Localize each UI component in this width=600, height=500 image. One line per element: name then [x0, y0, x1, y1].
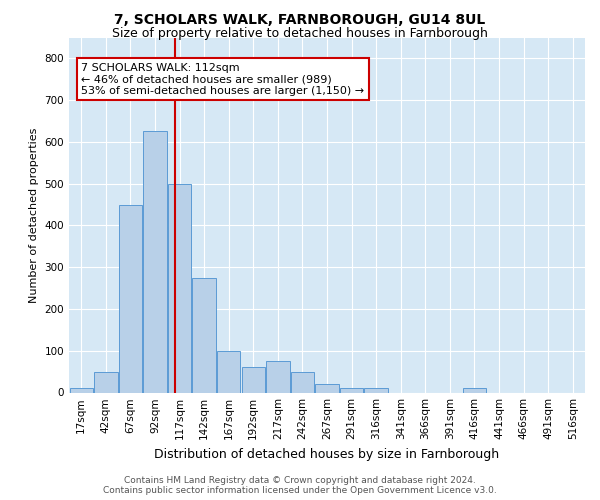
Text: Contains HM Land Registry data © Crown copyright and database right 2024.
Contai: Contains HM Land Registry data © Crown c…	[103, 476, 497, 495]
Bar	[340, 388, 363, 392]
Bar	[168, 184, 191, 392]
Bar	[143, 132, 167, 392]
Bar	[119, 204, 142, 392]
Bar	[94, 372, 118, 392]
Bar	[364, 388, 388, 392]
Bar	[217, 350, 241, 393]
Bar	[266, 361, 290, 392]
Bar	[463, 388, 486, 392]
Bar	[70, 388, 93, 392]
X-axis label: Distribution of detached houses by size in Farnborough: Distribution of detached houses by size …	[154, 448, 500, 461]
Text: 7, SCHOLARS WALK, FARNBOROUGH, GU14 8UL: 7, SCHOLARS WALK, FARNBOROUGH, GU14 8UL	[115, 12, 485, 26]
Bar	[291, 372, 314, 392]
Text: Size of property relative to detached houses in Farnborough: Size of property relative to detached ho…	[112, 28, 488, 40]
Bar	[316, 384, 338, 392]
Text: 7 SCHOLARS WALK: 112sqm
← 46% of detached houses are smaller (989)
53% of semi-d: 7 SCHOLARS WALK: 112sqm ← 46% of detache…	[81, 62, 364, 96]
Y-axis label: Number of detached properties: Number of detached properties	[29, 128, 39, 302]
Bar	[242, 368, 265, 392]
Bar	[193, 278, 216, 392]
